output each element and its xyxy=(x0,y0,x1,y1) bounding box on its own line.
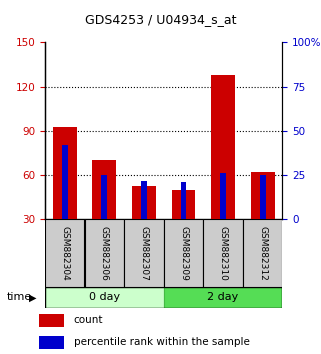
Bar xyxy=(39,314,64,327)
FancyBboxPatch shape xyxy=(243,219,282,287)
Bar xyxy=(101,175,107,219)
Bar xyxy=(260,175,266,219)
Text: percentile rank within the sample: percentile rank within the sample xyxy=(74,337,250,348)
Bar xyxy=(172,190,195,219)
Text: time: time xyxy=(6,292,32,302)
Text: count: count xyxy=(74,315,103,325)
FancyBboxPatch shape xyxy=(164,287,282,308)
Text: 0 day: 0 day xyxy=(89,292,120,302)
Text: GSM882306: GSM882306 xyxy=(100,225,109,281)
Bar xyxy=(132,185,156,219)
Text: GSM882307: GSM882307 xyxy=(139,225,148,281)
Bar xyxy=(141,181,147,219)
FancyBboxPatch shape xyxy=(84,219,124,287)
Text: 2 day: 2 day xyxy=(207,292,239,302)
Bar xyxy=(39,336,64,349)
Bar xyxy=(62,145,68,219)
Bar xyxy=(220,173,226,219)
Text: GSM882312: GSM882312 xyxy=(258,226,267,280)
Bar xyxy=(251,172,274,219)
Text: GSM882310: GSM882310 xyxy=(219,225,228,281)
Text: GSM882309: GSM882309 xyxy=(179,225,188,281)
Bar xyxy=(211,75,235,219)
Text: ▶: ▶ xyxy=(29,292,36,302)
Bar xyxy=(53,127,77,219)
FancyBboxPatch shape xyxy=(45,287,164,308)
FancyBboxPatch shape xyxy=(124,219,164,287)
Bar xyxy=(92,160,116,219)
Text: GSM882304: GSM882304 xyxy=(60,226,69,280)
FancyBboxPatch shape xyxy=(164,219,203,287)
FancyBboxPatch shape xyxy=(203,219,243,287)
FancyBboxPatch shape xyxy=(45,219,84,287)
Bar xyxy=(180,182,187,219)
Text: GDS4253 / U04934_s_at: GDS4253 / U04934_s_at xyxy=(85,13,236,26)
